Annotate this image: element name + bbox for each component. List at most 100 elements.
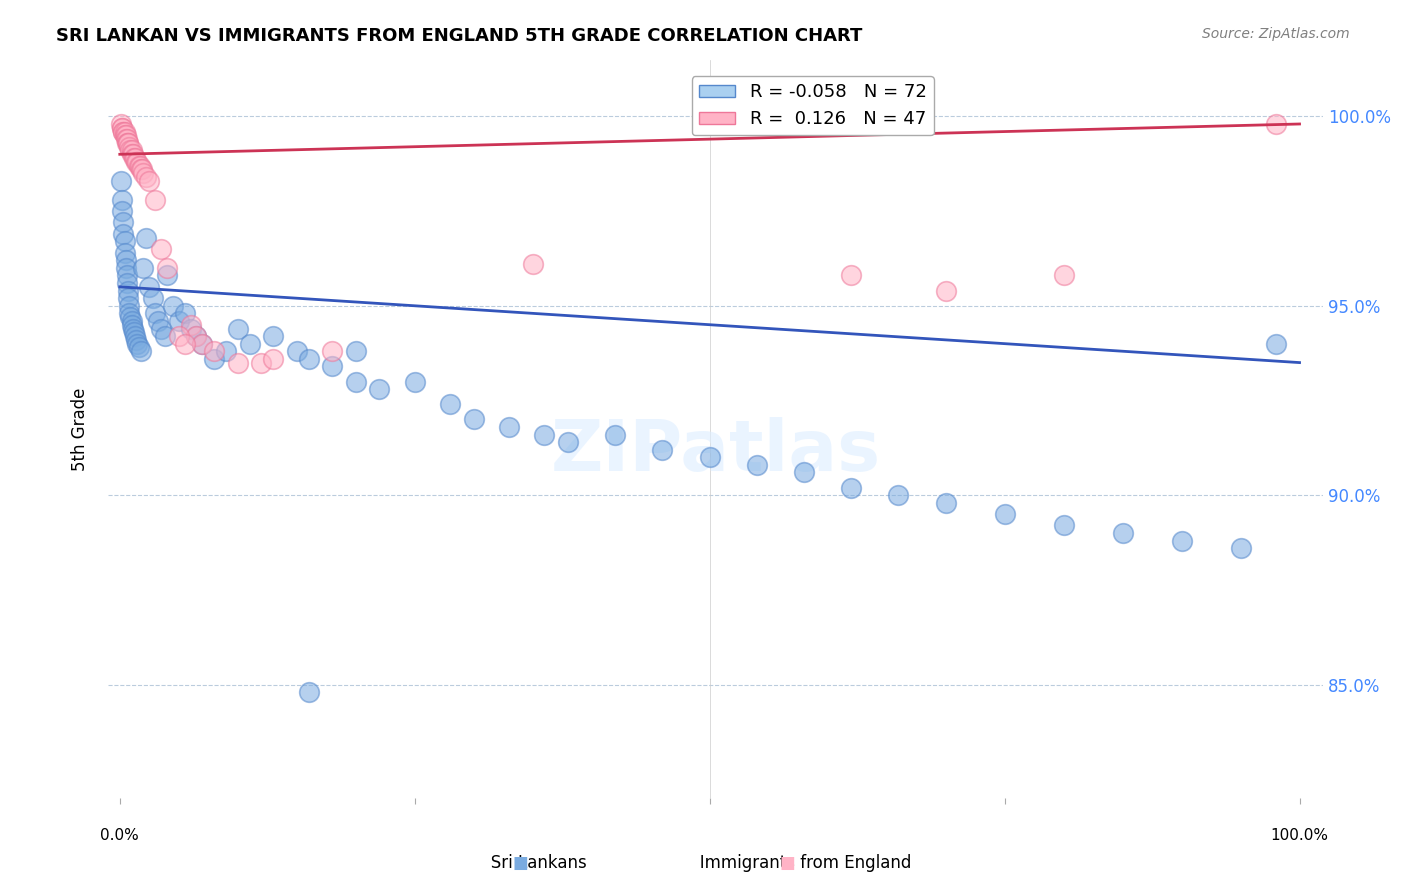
Point [129,344,152,359]
Point [150,321,173,335]
Point [138,174,160,188]
Y-axis label: 5th Grade: 5th Grade [72,387,89,471]
Point [120,144,142,158]
Point [111,120,134,135]
Point [143,193,166,207]
Point [125,333,148,347]
Point [994,507,1017,521]
Point [605,427,627,442]
Point [651,442,673,457]
Point [180,321,202,335]
Point [143,306,166,320]
Point [118,139,141,153]
Point [745,458,768,472]
Point [121,321,143,335]
Point [114,235,136,249]
Point [262,351,284,366]
Point [1265,117,1288,131]
Point [173,336,195,351]
Text: Source: ZipAtlas.com: Source: ZipAtlas.com [1202,27,1350,41]
Point [114,128,136,143]
Point [226,321,249,335]
Point [935,496,957,510]
Point [110,174,132,188]
Legend: R = -0.058   N = 72, R =  0.126   N = 47: R = -0.058 N = 72, R = 0.126 N = 47 [692,76,934,136]
Point [533,427,555,442]
Point [110,117,132,131]
Point [111,204,134,219]
Point [368,382,391,396]
Point [226,355,249,369]
Point [1111,526,1133,541]
Point [262,329,284,343]
Point [117,136,139,150]
Point [114,260,136,275]
Point [112,124,135,138]
Point [250,355,273,369]
Point [135,230,157,244]
Point [117,291,139,305]
Point [118,299,141,313]
Point [186,329,208,343]
Point [111,120,134,135]
Point [118,306,141,320]
Point [463,412,485,426]
Text: ■: ■ [779,855,796,872]
Text: ZIPatlas: ZIPatlas [551,417,880,485]
Point [887,488,910,502]
Point [115,268,138,283]
Point [1052,268,1074,283]
Point [321,344,343,359]
Point [131,162,153,177]
Point [167,329,190,343]
Point [156,268,179,283]
Point [135,169,157,184]
Point [156,260,179,275]
Point [121,147,143,161]
Point [121,318,143,332]
Text: Immigrants from England: Immigrants from England [664,855,911,872]
Point [117,284,139,298]
Point [285,344,308,359]
Point [114,124,136,138]
Point [238,336,260,351]
Point [129,162,152,177]
Point [1265,336,1288,351]
Point [128,159,150,173]
Point [839,268,862,283]
Point [839,481,862,495]
Point [215,344,238,359]
Point [162,299,184,313]
Point [793,466,815,480]
Point [186,329,208,343]
Point [121,144,143,158]
Point [111,193,134,207]
Point [146,314,169,328]
Text: SRI LANKAN VS IMMIGRANTS FROM ENGLAND 5TH GRADE CORRELATION CHART: SRI LANKAN VS IMMIGRANTS FROM ENGLAND 5T… [56,27,863,45]
Point [167,314,190,328]
Point [935,284,957,298]
Point [115,276,138,290]
Point [153,329,176,343]
Point [112,227,135,241]
Point [138,280,160,294]
Text: Sri Lankans: Sri Lankans [454,855,586,872]
Point [112,124,135,138]
Point [297,351,319,366]
Point [150,242,173,256]
Point [120,310,142,325]
Point [191,336,214,351]
Point [115,132,138,146]
Point [114,132,136,146]
Point [114,245,136,260]
Point [191,336,214,351]
Text: 0.0%: 0.0% [100,829,139,844]
Point [127,336,149,351]
Point [439,397,461,411]
Point [124,151,146,165]
Point [522,257,544,271]
Text: 100.0%: 100.0% [1271,829,1329,844]
Point [114,128,136,143]
Point [498,420,520,434]
Point [128,159,150,173]
